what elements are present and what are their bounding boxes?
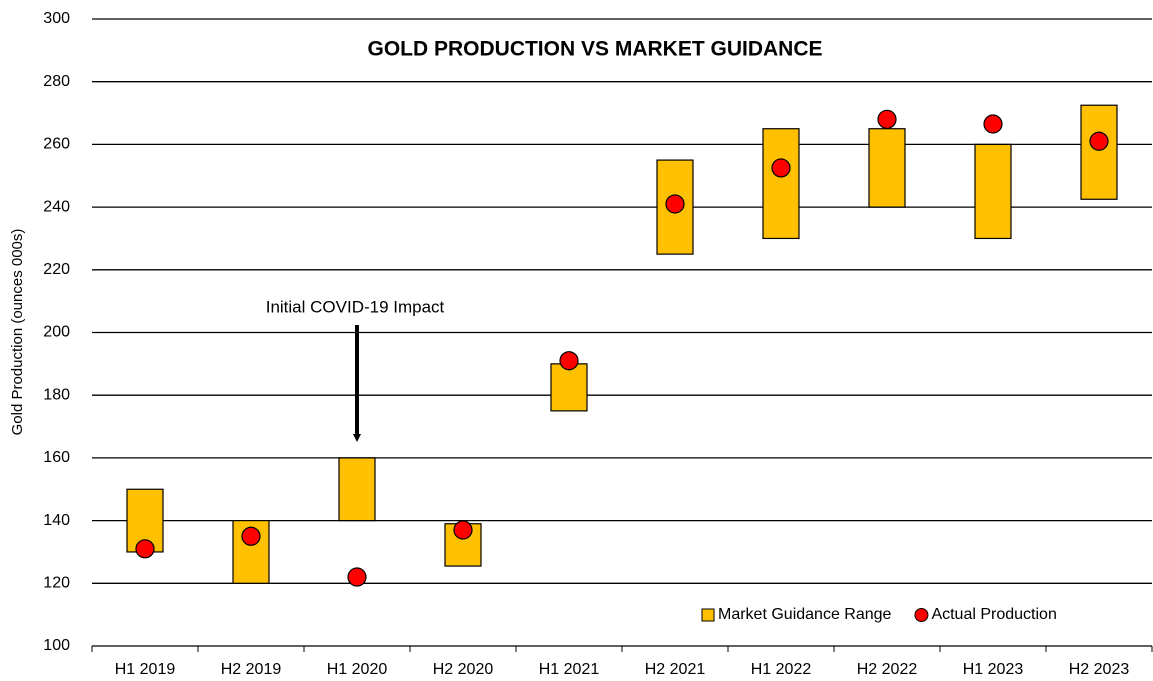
y-tick-label: 280 <box>43 73 70 90</box>
actual-point <box>771 158 791 178</box>
y-tick-label: 180 <box>43 386 70 403</box>
x-tick-label: H1 2022 <box>751 661 812 678</box>
legend-label: Actual Production <box>931 606 1056 623</box>
x-tick-label: H1 2019 <box>115 661 176 678</box>
x-tick-label: H2 2022 <box>857 661 918 678</box>
x-tick-label: H1 2023 <box>963 661 1024 678</box>
actual-point <box>877 109 897 129</box>
range-bar <box>868 128 906 208</box>
x-tick-label: H1 2021 <box>539 661 600 678</box>
annotation: Initial COVID-19 Impact <box>266 297 445 316</box>
x-tick-label: H2 2021 <box>645 661 706 678</box>
y-axis-label: Gold Production (ounces 000s) <box>9 229 26 436</box>
legend-swatch <box>914 608 929 622</box>
x-tick-label: H2 2023 <box>1069 661 1130 678</box>
chart-title: GOLD PRODUCTION VS MARKET GUIDANCE <box>367 38 822 61</box>
range-bar <box>550 363 588 412</box>
y-tick-label: 220 <box>43 261 70 278</box>
x-tick-label: H2 2020 <box>433 661 494 678</box>
x-tick-label: H2 2019 <box>221 661 282 678</box>
range-bar <box>1080 104 1118 200</box>
y-tick-label: 140 <box>43 512 70 529</box>
y-tick-label: 120 <box>43 575 70 592</box>
y-tick-label: 200 <box>43 324 70 341</box>
range-bar <box>338 457 376 522</box>
range-bar <box>762 128 800 240</box>
y-tick-label: 260 <box>43 136 70 153</box>
y-tick-label: 100 <box>43 637 70 654</box>
legend-swatch <box>701 608 715 622</box>
actual-point <box>241 526 261 546</box>
actual-point <box>559 351 579 371</box>
actual-point <box>135 539 155 559</box>
range-bar <box>974 143 1012 240</box>
x-tick-label: H1 2020 <box>327 661 388 678</box>
actual-point <box>453 520 473 540</box>
legend-label: Market Guidance Range <box>718 606 892 623</box>
y-tick-label: 160 <box>43 449 70 466</box>
actual-point <box>665 194 685 214</box>
actual-point <box>347 567 367 587</box>
actual-point <box>983 114 1003 134</box>
y-tick-label: 300 <box>43 10 70 27</box>
actual-point <box>1089 131 1109 151</box>
y-tick-label: 240 <box>43 198 70 215</box>
